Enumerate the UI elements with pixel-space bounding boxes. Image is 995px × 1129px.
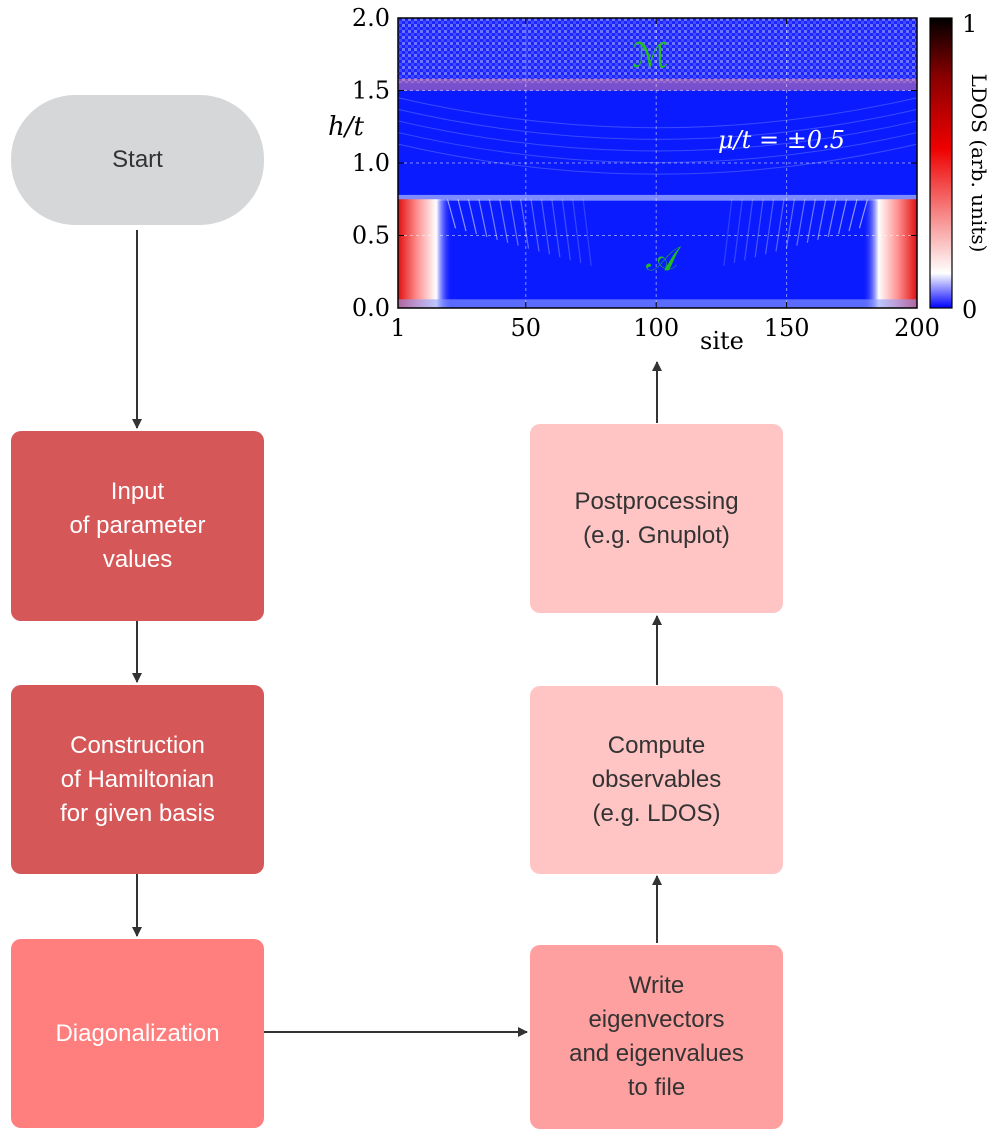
y-tick-label: 0.0 [352, 294, 390, 322]
y-tick-label: 0.5 [352, 222, 390, 250]
postprocessing-node-line-2: (e.g. Gnuplot) [583, 519, 730, 553]
x-tick-label: 150 [764, 314, 810, 342]
y-tick-label: 1.0 [352, 149, 390, 177]
y-axis-label: h/t [328, 112, 365, 142]
colorbar-min-label: 0 [962, 296, 977, 324]
transition-band-upper [398, 79, 917, 91]
x-tick-label: 100 [633, 314, 679, 342]
x-tick-label: 1 [390, 314, 405, 342]
phase-label-upper: ℳ [632, 36, 668, 76]
x-axis-label: site [700, 327, 744, 355]
y-tick-label: 1.5 [352, 77, 390, 105]
x-tick-label: 50 [511, 314, 542, 342]
compute-node-line-2: observables [592, 763, 721, 797]
input-node-line-1: Input [111, 475, 164, 509]
write-node-line-4: to file [628, 1071, 685, 1105]
x-tick-label: 200 [894, 314, 940, 342]
diagonalization-node: Diagonalization [11, 939, 264, 1128]
write-node-line-3: and eigenvalues [569, 1037, 744, 1071]
input-node-line-2: of parameter [69, 509, 205, 543]
transition-band-lower [398, 195, 917, 201]
write-node-line-2: eigenvectors [588, 1003, 724, 1037]
construction-node-line-1: Construction [70, 729, 205, 763]
compute-node-line-3: (e.g. LDOS) [592, 797, 720, 831]
postprocessing-node: Postprocessing (e.g. Gnuplot) [530, 424, 783, 613]
colorbar-max-label: 1 [962, 10, 977, 38]
input-node: Input of parameter values [11, 431, 264, 621]
chemical-potential-annotation: μ/t = ±0.5 [718, 126, 845, 154]
compute-node-line-1: Compute [608, 729, 705, 763]
construction-node-line-2: of Hamiltonian [61, 763, 214, 797]
postprocessing-node-line-1: Postprocessing [574, 485, 738, 519]
colorbar [930, 18, 952, 308]
compute-node: Compute observables (e.g. LDOS) [530, 686, 783, 874]
construction-node: Construction of Hamiltonian for given ba… [11, 685, 264, 874]
y-tick-label: 2.0 [352, 4, 390, 32]
edge-state-right [862, 199, 917, 308]
construction-node-line-3: for given basis [60, 797, 215, 831]
edge-state-left [398, 199, 453, 308]
write-node: Write eigenvectors and eigenvalues to fi… [530, 945, 783, 1129]
write-node-line-1: Write [629, 969, 685, 1003]
phase-label-lower: 𝒜 [646, 239, 682, 279]
colorbar-title: LDOS (arb. units) [967, 74, 991, 253]
bottom-strip [398, 299, 917, 308]
input-node-line-3: values [103, 543, 172, 577]
diagonalization-node-label: Diagonalization [55, 1017, 219, 1051]
